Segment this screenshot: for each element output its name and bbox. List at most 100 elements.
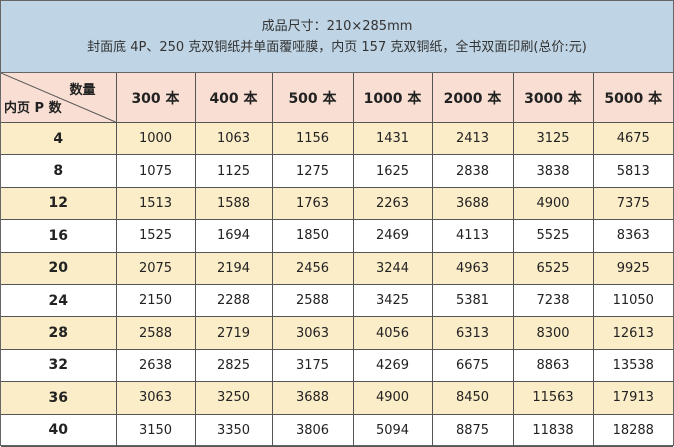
table-row: 8 1075 1125 1275 1625 2838 3838 5813 — [1, 154, 673, 188]
price-cell: 2825 — [194, 348, 273, 383]
price-cell: 4963 — [431, 251, 514, 285]
price-cell: 4900 — [512, 186, 594, 221]
column-header: 2000 本 — [431, 73, 514, 123]
page-count-cell: 40 — [1, 413, 117, 447]
price-cell: 2588 — [271, 283, 354, 318]
price-cell: 13538 — [592, 348, 673, 383]
page-count-cell: 20 — [1, 251, 117, 285]
price-cell: 6675 — [431, 348, 514, 383]
corner-header: 数量 内页 P 数 — [1, 73, 117, 123]
price-cell: 18288 — [592, 413, 673, 447]
table-row: 40 3150 3350 3806 5094 8875 11838 18288 — [1, 413, 673, 447]
price-cell: 4900 — [352, 381, 433, 415]
table-row: 20 2075 2194 2456 3244 4963 6525 9925 — [1, 251, 673, 285]
price-cell: 3063 — [271, 316, 354, 350]
price-cell: 3350 — [194, 413, 273, 447]
column-header: 300 本 — [115, 73, 196, 123]
price-cell: 2150 — [115, 283, 196, 318]
price-cell: 8863 — [512, 348, 594, 383]
price-cell: 1431 — [352, 122, 433, 156]
price-cell: 5813 — [592, 154, 673, 188]
spec-line: 封面底 4P、250 克双铜纸并单面覆哑膜，内页 157 克双铜纸，全书双面印刷… — [87, 39, 587, 55]
price-cell: 7238 — [512, 283, 594, 318]
page-count-cell: 36 — [1, 381, 117, 415]
column-header: 400 本 — [194, 73, 273, 123]
price-cell: 1763 — [271, 186, 354, 221]
price-cell: 1156 — [271, 122, 354, 156]
price-cell: 8450 — [431, 381, 514, 415]
price-cell: 3250 — [194, 381, 273, 415]
price-cell: 2263 — [352, 186, 433, 221]
price-cell: 6525 — [512, 251, 594, 285]
page-count-cell: 28 — [1, 316, 117, 350]
page-count-cell: 4 — [1, 122, 117, 156]
price-cell: 11050 — [592, 283, 673, 318]
table-row: 32 2638 2825 3175 4269 6675 8863 13538 — [1, 348, 673, 383]
price-cell: 8300 — [512, 316, 594, 350]
price-cell: 11838 — [512, 413, 594, 447]
price-cell: 8875 — [431, 413, 514, 447]
price-cell: 11563 — [512, 381, 594, 415]
price-cell: 2456 — [271, 251, 354, 285]
price-cell: 3063 — [115, 381, 196, 415]
table-row: 36 3063 3250 3688 4900 8450 11563 17913 — [1, 381, 673, 415]
page-count-cell: 24 — [1, 283, 117, 318]
price-cell: 2075 — [115, 251, 196, 285]
price-cell: 17913 — [592, 381, 673, 415]
price-cell: 7375 — [592, 186, 673, 221]
price-cell: 3125 — [512, 122, 594, 156]
price-cell: 1275 — [271, 154, 354, 188]
column-header: 3000 本 — [512, 73, 594, 123]
price-cell: 2838 — [431, 154, 514, 188]
column-header: 500 本 — [271, 73, 354, 123]
price-cell: 4675 — [592, 122, 673, 156]
price-cell: 2588 — [115, 316, 196, 350]
table-row: 12 1513 1588 1763 2263 3688 4900 7375 — [1, 186, 673, 221]
table-row: 16 1525 1694 1850 2469 4113 5525 8363 — [1, 219, 673, 253]
table-row: 24 2150 2288 2588 3425 5381 7238 11050 — [1, 283, 673, 318]
price-cell: 8363 — [592, 219, 673, 253]
pages-label: 内页 P 数 — [4, 101, 62, 116]
page-count-cell: 32 — [1, 348, 117, 383]
price-cell: 1000 — [115, 122, 196, 156]
price-cell: 3425 — [352, 283, 433, 318]
column-header: 5000 本 — [592, 73, 673, 123]
price-cell: 1625 — [352, 154, 433, 188]
price-cell: 3150 — [115, 413, 196, 447]
header-row: 数量 内页 P 数 300 本 400 本 500 本 1000 本 2000 本 300… — [1, 73, 673, 123]
price-cell: 2288 — [194, 283, 273, 318]
page-count-cell: 8 — [1, 154, 117, 188]
quantity-label: 数量 — [69, 83, 96, 98]
price-cell: 1850 — [271, 219, 354, 253]
price-cell: 5094 — [352, 413, 433, 447]
table-row: 4 1000 1063 1156 1431 2413 3125 4675 — [1, 122, 673, 156]
price-cell: 5525 — [512, 219, 594, 253]
price-cell: 1125 — [194, 154, 273, 188]
table-row: 28 2588 2719 3063 4056 6313 8300 12613 — [1, 316, 673, 350]
size-line: 成品尺寸：210×285mm — [261, 18, 413, 34]
price-cell: 5381 — [431, 283, 514, 318]
price-cell: 9925 — [592, 251, 673, 285]
price-cell: 4113 — [431, 219, 514, 253]
page-count-cell: 12 — [1, 186, 117, 221]
price-cell: 1513 — [115, 186, 196, 221]
column-header: 1000 本 — [352, 73, 433, 123]
price-cell: 4056 — [352, 316, 433, 350]
price-cell: 2194 — [194, 251, 273, 285]
price-cell: 2638 — [115, 348, 196, 383]
price-cell: 12613 — [592, 316, 673, 350]
price-cell: 1525 — [115, 219, 196, 253]
price-cell: 2413 — [431, 122, 514, 156]
price-cell: 3175 — [271, 348, 354, 383]
page-count-cell: 16 — [1, 219, 117, 253]
price-cell: 4269 — [352, 348, 433, 383]
price-cell: 1063 — [194, 122, 273, 156]
price-cell: 3838 — [512, 154, 594, 188]
price-cell: 3244 — [352, 251, 433, 285]
price-cell: 1588 — [194, 186, 273, 221]
price-cell: 2719 — [194, 316, 273, 350]
price-cell: 2469 — [352, 219, 433, 253]
price-cell: 3806 — [271, 413, 354, 447]
price-cell: 3688 — [431, 186, 514, 221]
